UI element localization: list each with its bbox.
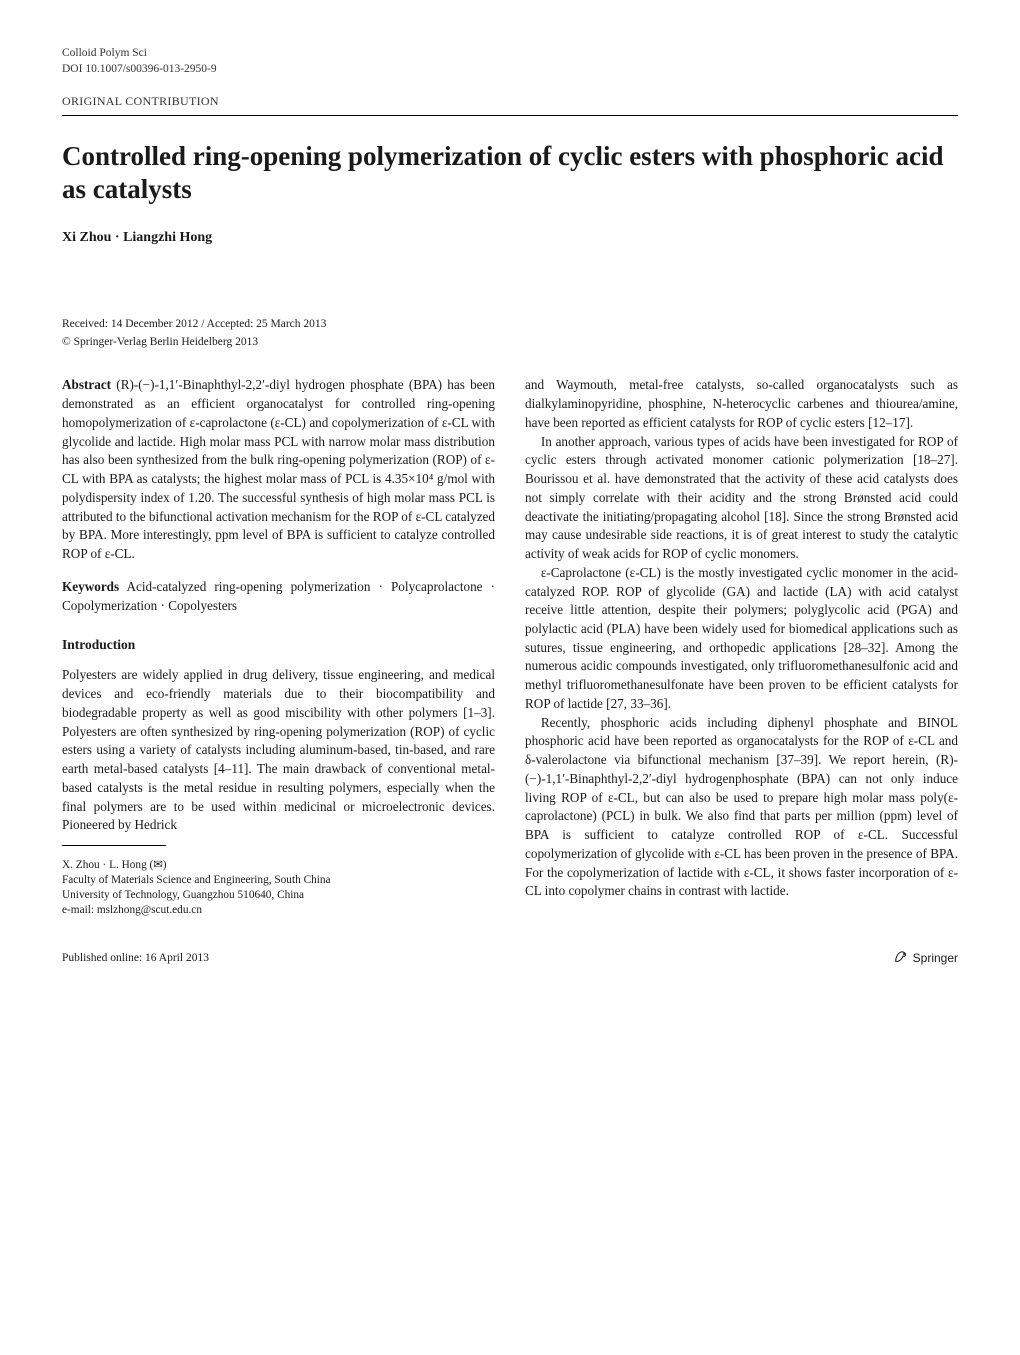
right-p4: Recently, phosphoric acids including dip… xyxy=(525,714,958,901)
keywords-text: Acid-catalyzed ring-opening polymerizati… xyxy=(62,579,495,613)
footer: Published online: 16 April 2013 Springer xyxy=(62,948,958,969)
authors: Xi Zhou · Liangzhi Hong xyxy=(62,228,958,248)
publisher-name: Springer xyxy=(913,950,958,967)
rule-full xyxy=(62,115,958,116)
two-column-body: Abstract (R)-(−)-1,1′-Binaphthyl-2,2′-di… xyxy=(62,376,958,917)
right-p3: ε-Caprolactone (ε-CL) is the mostly inve… xyxy=(525,564,958,714)
abstract-paragraph: Abstract (R)-(−)-1,1′-Binaphthyl-2,2′-di… xyxy=(62,376,495,563)
publisher-logo: Springer xyxy=(893,948,958,969)
author-note-line2: Faculty of Materials Science and Enginee… xyxy=(62,873,495,888)
journal-name: Colloid Polym Sci xyxy=(62,46,958,62)
author-note-line1: X. Zhou · L. Hong (✉) xyxy=(62,858,495,873)
keywords-label: Keywords xyxy=(62,579,119,594)
copyright-line: © Springer-Verlag Berlin Heidelberg 2013 xyxy=(62,334,958,350)
right-p1: and Waymouth, metal-free catalysts, so-c… xyxy=(525,376,958,432)
abstract-label: Abstract xyxy=(62,377,111,392)
article-type-label: ORIGINAL CONTRIBUTION xyxy=(62,93,958,110)
author-note-line3: University of Technology, Guangzhou 5106… xyxy=(62,888,495,903)
journal-doi: DOI 10.1007/s00396-013-2950-9 xyxy=(62,62,958,78)
author-note: X. Zhou · L. Hong (✉) Faculty of Materia… xyxy=(62,858,495,918)
author-note-line4: e-mail: mslzhong@scut.edu.cn xyxy=(62,903,495,918)
rule-author-note xyxy=(62,845,166,846)
springer-horse-icon xyxy=(893,948,909,969)
right-p2: In another approach, various types of ac… xyxy=(525,433,958,564)
keywords-paragraph: Keywords Acid-catalyzed ring-opening pol… xyxy=(62,578,495,615)
left-column: Abstract (R)-(−)-1,1′-Binaphthyl-2,2′-di… xyxy=(62,376,495,917)
published-online: Published online: 16 April 2013 xyxy=(62,950,209,966)
intro-p1: Polyesters are widely applied in drug de… xyxy=(62,666,495,835)
dates-line: Received: 14 December 2012 / Accepted: 2… xyxy=(62,316,958,332)
article-title: Controlled ring-opening polymerization o… xyxy=(62,140,958,206)
abstract-text: (R)-(−)-1,1′-Binaphthyl-2,2′-diyl hydrog… xyxy=(62,377,495,561)
introduction-heading: Introduction xyxy=(62,635,495,654)
journal-header: Colloid Polym Sci DOI 10.1007/s00396-013… xyxy=(62,46,958,77)
right-column: and Waymouth, metal-free catalysts, so-c… xyxy=(525,376,958,917)
